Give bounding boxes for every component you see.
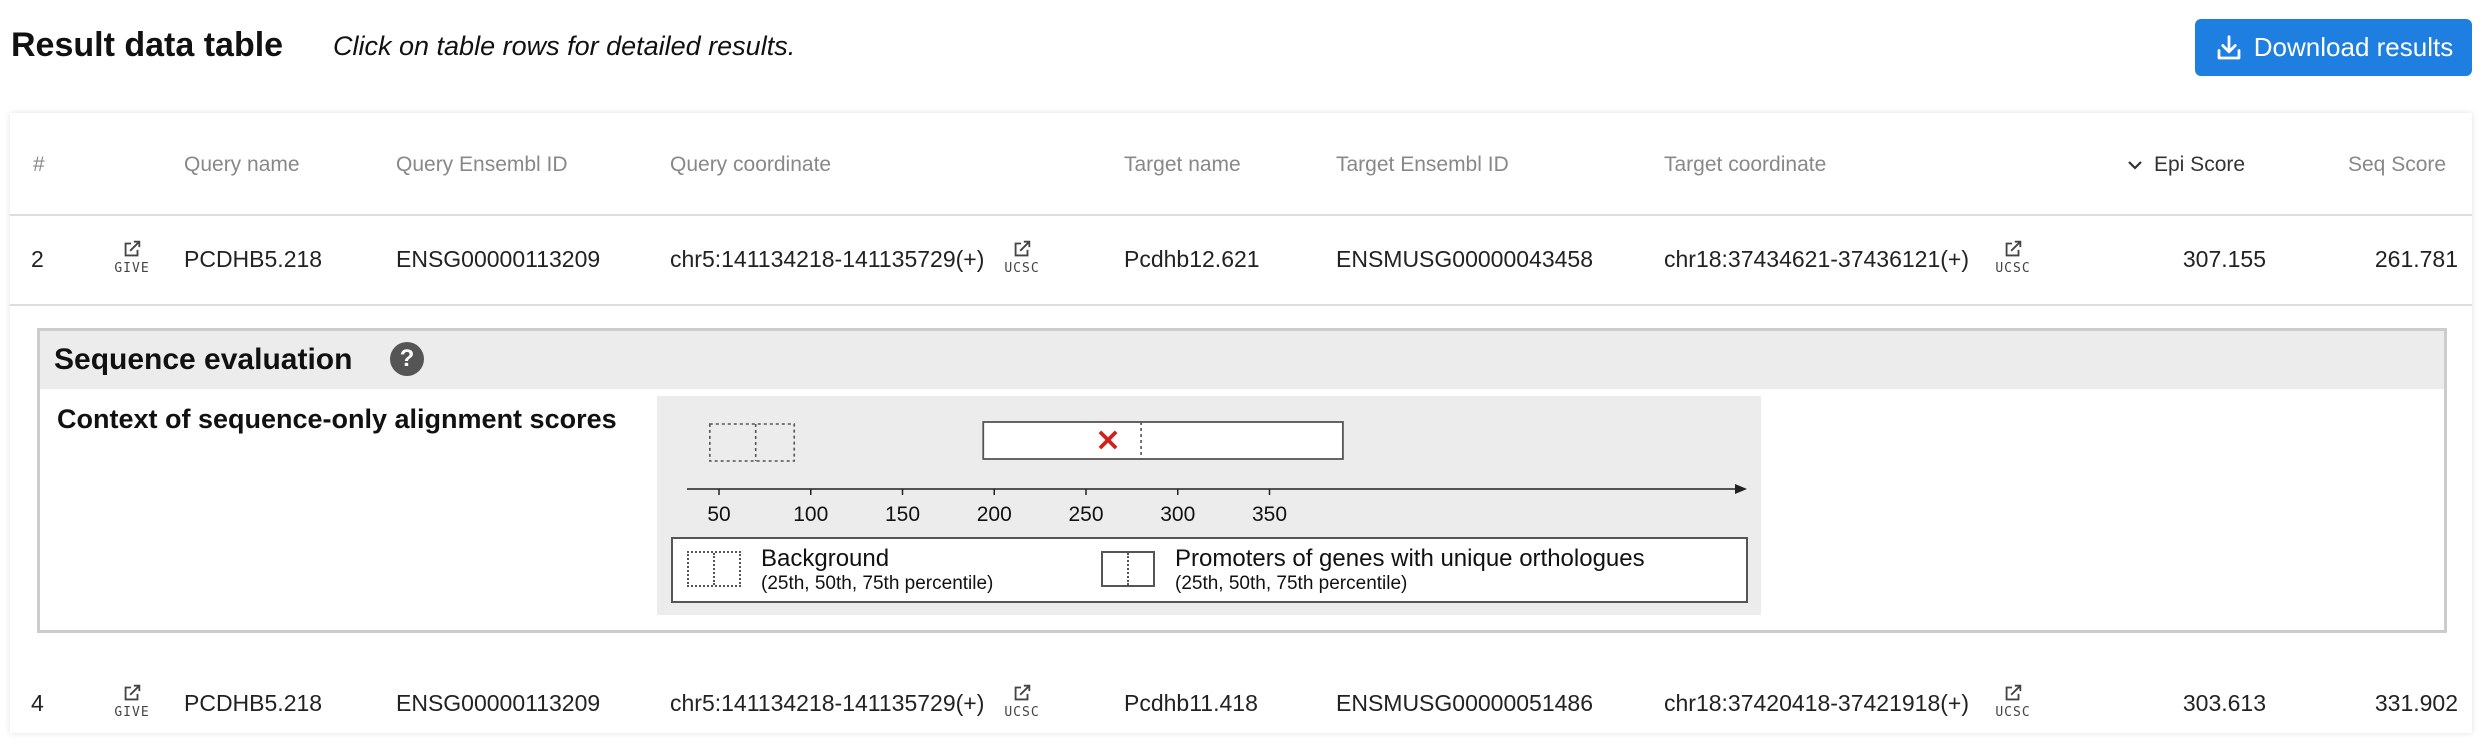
result-table: # Query name Query Ensembl ID Query coor… <box>10 113 2472 733</box>
seq-score: 331.902 <box>2374 690 2458 716</box>
sequence-evaluation-subtitle: Context of sequence-only alignment score… <box>57 404 617 434</box>
query-name: PCDHB5.218 <box>184 690 323 716</box>
help-icon[interactable]: ? <box>390 342 424 376</box>
x-tick-label: 350 <box>1252 503 1287 526</box>
table-row[interactable]: 4 GIVE PCDHB5.218 ENSG00000113209 chr5:1… <box>10 660 2472 748</box>
target-ucsc-link[interactable]: UCSC <box>1993 238 2033 276</box>
x-tick-label: 150 <box>885 503 920 526</box>
give-label: GIVE <box>114 261 150 276</box>
legend-background-symbol <box>687 551 741 587</box>
ucsc-label: UCSC <box>1995 705 2031 720</box>
query-coordinate: chr5:141134218-141135729(+) <box>670 246 985 272</box>
give-link[interactable]: GIVE <box>112 238 152 276</box>
boxplot-svg: 50 100 150 200 250 300 350 × <box>687 420 1747 526</box>
sequence-evaluation-title: Sequence evaluation <box>54 343 353 376</box>
query-ucsc-link[interactable]: UCSC <box>1002 238 1042 276</box>
ucsc-label: UCSC <box>1995 261 2031 276</box>
score-marker: × <box>1095 420 1122 458</box>
query-coordinate: chr5:141134218-141135729(+) <box>670 690 985 716</box>
x-tick-label: 200 <box>977 503 1012 526</box>
col-query-coordinate[interactable]: Query coordinate <box>670 153 832 176</box>
epi-score: 307.155 <box>2182 246 2266 272</box>
col-target-name[interactable]: Target name <box>1124 153 1241 176</box>
query-ensembl-id: ENSG00000113209 <box>396 246 601 272</box>
promoters-box <box>982 421 1344 460</box>
legend-promoters-label: Promoters of genes with unique orthologu… <box>1175 545 1645 572</box>
col-seq-score[interactable]: Seq Score <box>2348 153 2447 176</box>
target-coordinate: chr18:37420418-37421918(+) <box>1664 690 1969 716</box>
col-query-ensembl[interactable]: Query Ensembl ID <box>396 153 568 176</box>
download-icon <box>2217 34 2241 59</box>
legend-promoters-sub: (25th, 50th, 75th percentile) <box>1175 573 1408 594</box>
col-epi-score[interactable]: Epi Score <box>2126 153 2245 177</box>
col-target-coordinate[interactable]: Target coordinate <box>1664 153 1827 176</box>
target-coordinate: chr18:37434621-37436121(+) <box>1664 246 1969 272</box>
background-box <box>709 423 796 462</box>
sort-desc-icon <box>2128 161 2142 171</box>
legend-promoters-symbol <box>1101 551 1155 587</box>
sequence-evaluation-header: Sequence evaluation ? <box>40 331 2444 389</box>
col-index: # <box>33 153 45 176</box>
give-label: GIVE <box>114 705 150 720</box>
sequence-evaluation-panel: Sequence evaluation ? Context of sequenc… <box>37 328 2447 633</box>
target-name: Pcdhb11.418 <box>1124 690 1258 716</box>
legend-background-label: Background <box>761 545 890 572</box>
page-hint: Click on table rows for detailed results… <box>333 31 796 61</box>
give-link[interactable]: GIVE <box>112 682 152 720</box>
table-row[interactable]: 2 GIVE PCDHB5.218 ENSG00000113209 chr5:1… <box>10 216 2472 306</box>
target-ensembl-id: ENSMUSG00000051486 <box>1336 690 1593 716</box>
x-tick-label: 100 <box>793 503 828 526</box>
chart-legend: Background (25th, 50th, 75th percentile)… <box>671 537 1748 603</box>
alignment-score-chart: 50 100 150 200 250 300 350 × Background (25th, … <box>657 396 1761 615</box>
external-link-icon <box>1014 684 1031 701</box>
external-link-icon <box>1014 240 1031 257</box>
download-results-label: Download results <box>2253 32 2454 62</box>
query-ucsc-link[interactable]: UCSC <box>1002 682 1042 720</box>
x-tick-label: 300 <box>1160 503 1195 526</box>
target-ensembl-id: ENSMUSG00000043458 <box>1336 246 1593 272</box>
x-axis-arrow <box>1735 484 1747 494</box>
download-results-button[interactable]: Download results <box>2195 19 2472 76</box>
page-title: Result data table <box>11 26 284 64</box>
target-name: Pcdhb12.621 <box>1124 246 1260 272</box>
epi-score: 303.613 <box>2182 690 2266 716</box>
external-link-icon <box>2005 240 2022 257</box>
col-epi-score-label: Epi Score <box>2154 153 2246 176</box>
row-index: 2 <box>31 246 44 272</box>
seq-score: 261.781 <box>2374 246 2458 272</box>
x-tick-label: 250 <box>1068 503 1103 526</box>
external-link-icon <box>2005 684 2022 701</box>
query-name: PCDHB5.218 <box>184 246 323 272</box>
row-index: 4 <box>31 690 44 716</box>
col-query-name[interactable]: Query name <box>184 153 300 176</box>
ucsc-label: UCSC <box>1004 705 1040 720</box>
external-link-icon <box>124 240 141 257</box>
x-tick-label: 50 <box>707 503 730 526</box>
ucsc-label: UCSC <box>1004 261 1040 276</box>
table-header: # Query name Query Ensembl ID Query coor… <box>10 113 2472 216</box>
query-ensembl-id: ENSG00000113209 <box>396 690 601 716</box>
target-ucsc-link[interactable]: UCSC <box>1993 682 2033 720</box>
external-link-icon <box>124 684 141 701</box>
col-target-ensembl[interactable]: Target Ensembl ID <box>1336 153 1509 176</box>
legend-background-sub: (25th, 50th, 75th percentile) <box>761 573 994 594</box>
